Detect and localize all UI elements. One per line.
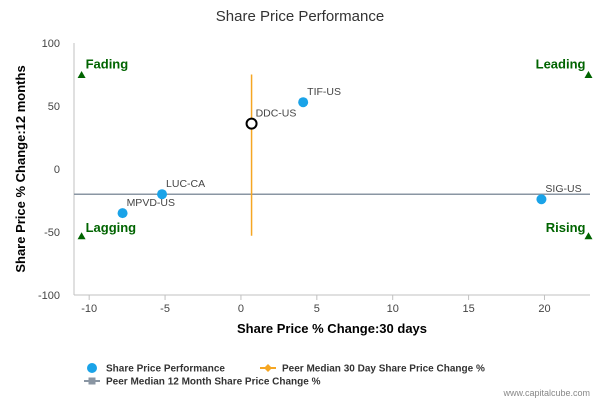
legend: Share Price Performance Peer Median 30 Da… [84,363,485,388]
x-tick-label: 0 [238,303,244,315]
data-point-label: DDC-US [256,108,297,120]
y-tick-label: -100 [38,290,60,302]
data-point[interactable] [157,189,168,200]
legend-label: Peer Median 30 Day Share Price Change % [282,364,485,375]
quadrant-triangle-icon [77,232,86,240]
legend-label: Share Price Performance [106,364,225,375]
legend-diamond-icon [264,364,272,372]
y-tick-label: 0 [54,164,60,176]
data-point[interactable] [117,208,128,219]
credit-text: www.capitalcube.com [502,388,590,398]
x-tick-label: -5 [160,303,170,315]
y-tick-label: -50 [44,227,60,239]
quadrant-label-leading: Leading [536,57,586,72]
x-tick-label: 20 [538,303,550,315]
legend-item[interactable]: Peer Median 30 Day Share Price Change % [260,364,485,375]
x-axis-title: Share Price % Change:30 days [237,321,427,336]
x-tick-label: 5 [314,303,320,315]
y-tick-label: 50 [48,101,60,113]
legend-label: Peer Median 12 Month Share Price Change … [106,377,321,388]
quadrant-label-rising: Rising [546,220,586,235]
legend-square-icon [88,377,96,385]
data-point-label: SIG-US [545,183,581,195]
x-tick-label: -10 [81,303,97,315]
legend-dot-icon [87,363,97,373]
y-tick-label: 100 [42,38,60,50]
data-point-label: LUC-CA [166,178,205,190]
data-point-label: MPVD-US [127,197,175,209]
quadrant-triangle-icon [584,71,593,78]
quadrant-triangle-icon [584,232,593,240]
chart-title: Share Price Performance [216,8,384,25]
data-point-highlight[interactable] [245,117,258,130]
quadrant-label-fading: Fading [86,57,129,72]
data-point[interactable] [298,97,309,108]
legend-item[interactable]: Peer Median 12 Month Share Price Change … [84,377,321,388]
x-tick-label: 15 [462,303,474,315]
quadrant-label-lagging: Lagging [86,220,137,235]
legend-item[interactable]: Share Price Performance [87,363,225,375]
data-point-label: TIF-US [307,86,341,98]
data-point[interactable] [536,194,547,205]
x-tick-label: 10 [387,303,399,315]
quadrant-triangle-icon [77,71,86,78]
y-axis-title: Share Price % Change:12 months [13,65,28,272]
